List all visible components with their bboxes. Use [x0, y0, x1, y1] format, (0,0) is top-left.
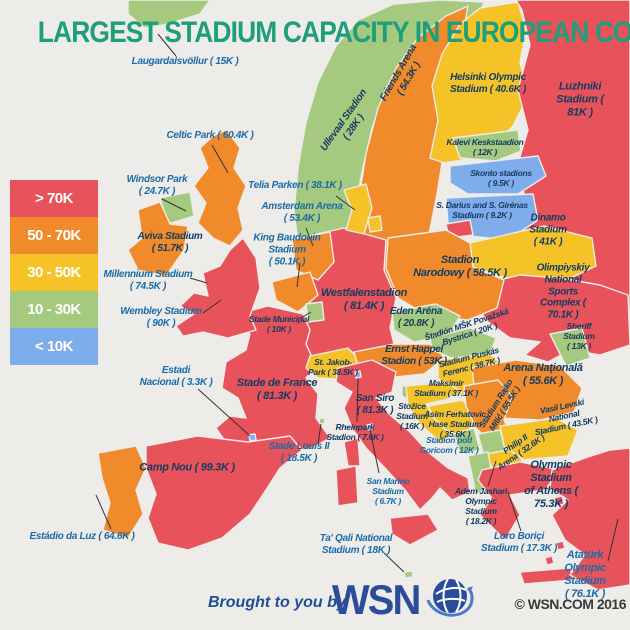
- label-stade-louis-ii: Stade Louis II ( 18.5K ): [268, 441, 330, 464]
- label-amsterdam-arena: Amsterdam Arena ( 53.4K ): [261, 201, 343, 224]
- label-stozice-stadium: Stožice Stadium ( 16K ): [396, 400, 428, 432]
- label-eden-arena: Eden Aréna ( 20.8K ): [389, 306, 443, 329]
- page-title: LARGEST STADIUM CAPACITY IN EUROPEAN COU…: [37, 16, 630, 49]
- label-luzhniki: Luzhniki Stadium ( 81K ): [556, 80, 604, 119]
- label-darius-girenas: S. Darius and S. Girénas Stadium ( 9.2K …: [436, 199, 528, 220]
- label-rheinpark-stadion: Rheinpark Stadion ( 7.6K ): [326, 421, 384, 442]
- country-denmark: [343, 183, 373, 235]
- label-ataturk-olympic: Atatürk Olympic Stadium ( 76.1K ): [564, 549, 606, 600]
- country-scotland: [193, 129, 247, 247]
- label-telia-parken: Telia Parken ( 38.1K ): [248, 180, 342, 192]
- label-olympic-stadium-athens: Olympic Stadium of Athens ( 75.3K ): [524, 459, 578, 510]
- label-stade-municipal: Stade Municipal ( 10K ): [248, 313, 310, 334]
- label-arena-nationala: Arena Naţională ( 55.6K ): [503, 362, 583, 387]
- label-stadion-narodowy: Stadion Narodowy ( 58.5K ): [413, 254, 507, 279]
- label-estadi-nacional: Estadi Nacional ( 3.3K ): [139, 365, 213, 388]
- capacity-legend: > 70K 50 - 70K 30 - 50K 10 - 30K < 10K: [10, 180, 98, 365]
- country-andorra: [248, 433, 257, 442]
- legend-item-10-30k: 10 - 30K: [10, 291, 98, 328]
- country-san-marino: [366, 423, 374, 431]
- label-loro-borici: Loro Boriçi Stadium ( 17.3K ): [480, 531, 558, 554]
- island-sardinia: [335, 465, 359, 507]
- country-italy: [335, 359, 471, 511]
- label-ta-qali: Ta' Qali National Stadium ( 18K ): [319, 533, 393, 556]
- legend-item-30-50k: 30 - 50K: [10, 254, 98, 291]
- country-netherlands: [291, 231, 335, 281]
- country-iceland: [127, 0, 211, 29]
- label-laugardalsvollur: Laugardalsvöllur ( 15K ): [131, 56, 239, 68]
- country-malta: [403, 570, 414, 579]
- label-stadion-pod-goricom: Stadion pod Goricom ( 12K ): [419, 434, 479, 455]
- label-camp-nou: Camp Nou ( 99.3K ): [139, 461, 235, 474]
- wsn-brand-text: WSN: [332, 576, 421, 623]
- country-ireland: [127, 201, 189, 277]
- label-maksimir-stadium: Maksimir Stadium ( 37.1K ): [414, 377, 478, 398]
- label-wembley-stadium: Wembley Stadium ( 90K ): [120, 306, 202, 329]
- label-aviva-stadium: Aviva Stadium ( 51.7K ): [137, 231, 203, 254]
- footer-brought-text: Brought to you by: [208, 594, 346, 611]
- country-monaco: [318, 417, 326, 425]
- label-helsinki-olympic: Helsinki Olympic Stadium ( 40.6K ): [449, 72, 527, 95]
- legend-item-over-70k: > 70K: [10, 180, 98, 217]
- label-ernst-happel: Ernst Happel Stadion ( 53K ): [381, 344, 447, 367]
- country-spain: [145, 435, 303, 551]
- legend-item-under-10k: < 10K: [10, 328, 98, 365]
- leader-lines: [95, 33, 619, 573]
- label-windsor-park: Windsor Park ( 24.7K ): [126, 174, 188, 197]
- country-liechtenstein: [354, 370, 362, 379]
- label-olimpiyskiy: Olimpiyskiy National Sports Complex ( 70…: [536, 262, 590, 321]
- label-celtic-park: Celtic Park ( 60.4K ): [166, 130, 254, 142]
- wsn-globe-icon: [426, 578, 474, 617]
- country-denmark-isle: [367, 215, 383, 233]
- country-estonia: [452, 129, 522, 162]
- country-poland: [385, 229, 505, 321]
- country-luxembourg: [305, 301, 325, 323]
- island-corsica: [343, 437, 361, 467]
- label-adem-jashari: Adem Jashari Olympic Stadium ( 18.2K ): [454, 485, 508, 527]
- label-millennium-stadium: Millennium Stadium ( 74.5K ): [103, 269, 193, 292]
- label-stade-de-france: Stade de France ( 81.3K ): [236, 377, 318, 402]
- label-san-siro: San Siro ( 81.3K ): [355, 393, 395, 416]
- copyright-text: © WSN.COM 2016: [514, 596, 627, 612]
- country-portugal: [97, 445, 147, 539]
- country-montenegro: [453, 427, 481, 455]
- label-king-baudouin: King Baudouin Stadium ( 50.1K ): [253, 232, 321, 267]
- label-asim-ferhatovic: Asim Ferhatovic Hase Stadium ( 35.6K ): [424, 408, 486, 440]
- country-moldova: [549, 327, 591, 367]
- label-skonto-stadions: Skonto stadions ( 9.5K ): [470, 167, 532, 188]
- label-kalevi-keskstaadion: Kalevi Keskstaadion ( 12K ): [446, 136, 524, 157]
- island-sicily: [389, 513, 439, 546]
- label-estadio-da-luz: Estádio da Luz ( 64.6K ): [29, 531, 135, 543]
- label-dinamo-stadium: Dinamo Stadium ( 41K ): [529, 212, 567, 247]
- label-st-jakob-park: St. Jakob- Park ( 38.5K ): [308, 356, 358, 377]
- country-england-wales: [175, 237, 261, 339]
- country-greece: [477, 461, 561, 541]
- country-crete: [519, 567, 575, 585]
- country-bulgaria: [499, 417, 579, 461]
- label-san-marino-stadium: San Marino Stadium ( 6.7K ): [366, 475, 410, 507]
- label-sheriff-stadium: Sheriff Stadium ( 13K ): [563, 320, 595, 352]
- label-westfalenstadion: Westfalenstadion ( 81.4K ): [320, 287, 408, 312]
- legend-item-50-70k: 50 - 70K: [10, 217, 98, 254]
